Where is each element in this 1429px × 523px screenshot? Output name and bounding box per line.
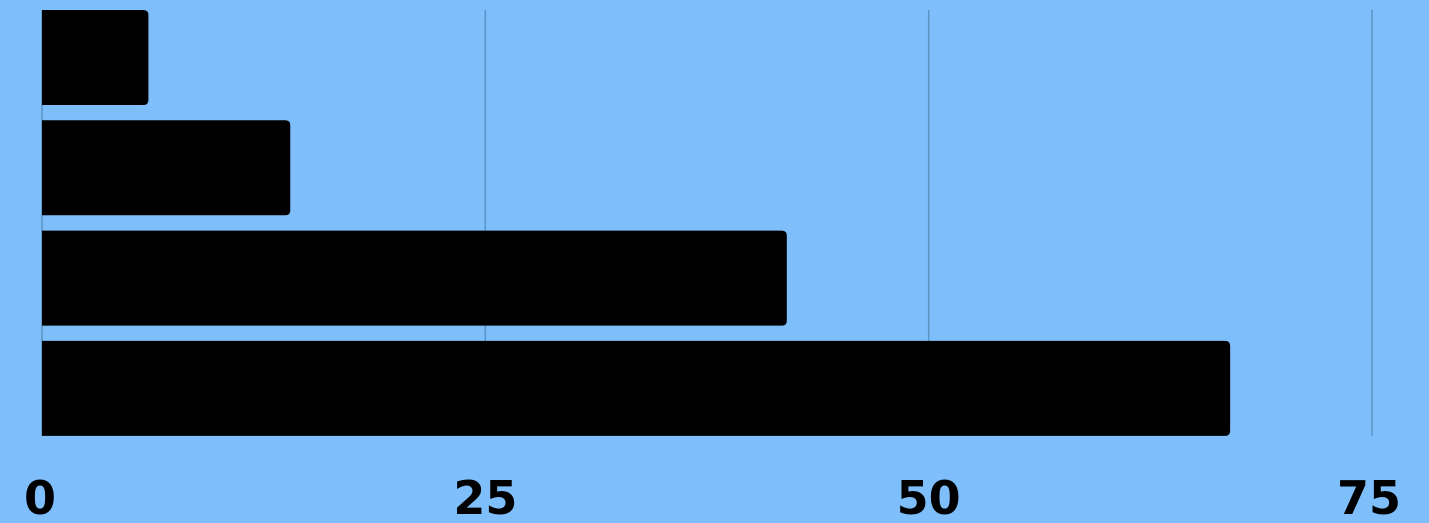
x-tick-label-75: 75 xyxy=(1337,471,1401,523)
bars xyxy=(42,10,1231,436)
x-tick-label-25: 25 xyxy=(453,471,517,523)
bar-2 xyxy=(42,120,291,216)
bar-3 xyxy=(42,230,787,326)
bar-1 xyxy=(42,10,149,105)
x-axis-tick-labels: 0 25 50 75 xyxy=(24,471,1401,523)
x-tick-label-50: 50 xyxy=(897,471,961,523)
x-tick-label-0: 0 xyxy=(24,471,56,523)
bar-4 xyxy=(42,340,1231,436)
